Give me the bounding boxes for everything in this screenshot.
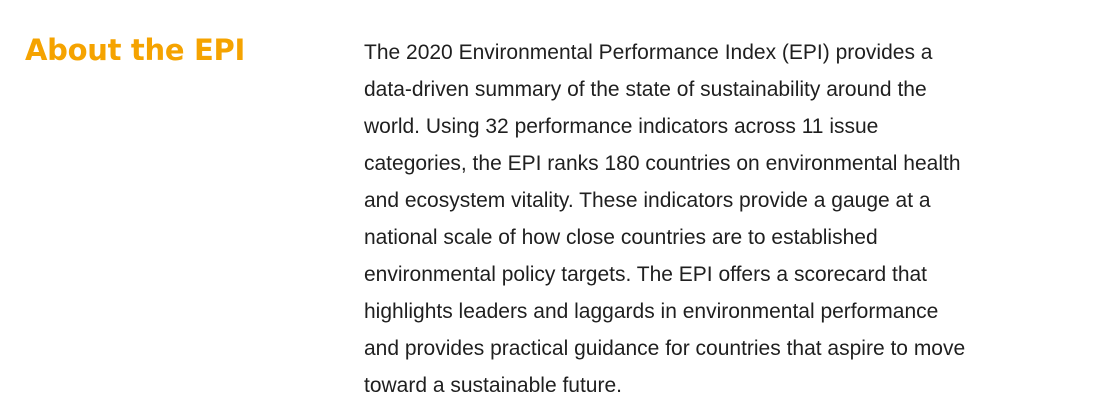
body-line: and ecosystem vitality. These indicators… (364, 189, 931, 212)
body-line: and provides practical guidance for coun… (364, 337, 966, 360)
body-line: national scale of how close countries ar… (364, 226, 878, 249)
body-line: data-driven summary of the state of sust… (364, 78, 927, 101)
body-line: toward a sustainable future. (364, 374, 622, 397)
body-line: world. Using 32 performance indicators a… (364, 115, 879, 138)
body-line: environmental policy targets. The EPI of… (364, 263, 928, 286)
body-line: categories, the EPI ranks 180 countries … (364, 152, 961, 175)
body-line: highlights leaders and laggards in envir… (364, 300, 939, 323)
section-heading: About the EPI (25, 33, 245, 67)
body-line: The 2020 Environmental Performance Index… (364, 41, 933, 64)
section-body: The 2020 Environmental Performance Index… (364, 34, 1084, 404)
